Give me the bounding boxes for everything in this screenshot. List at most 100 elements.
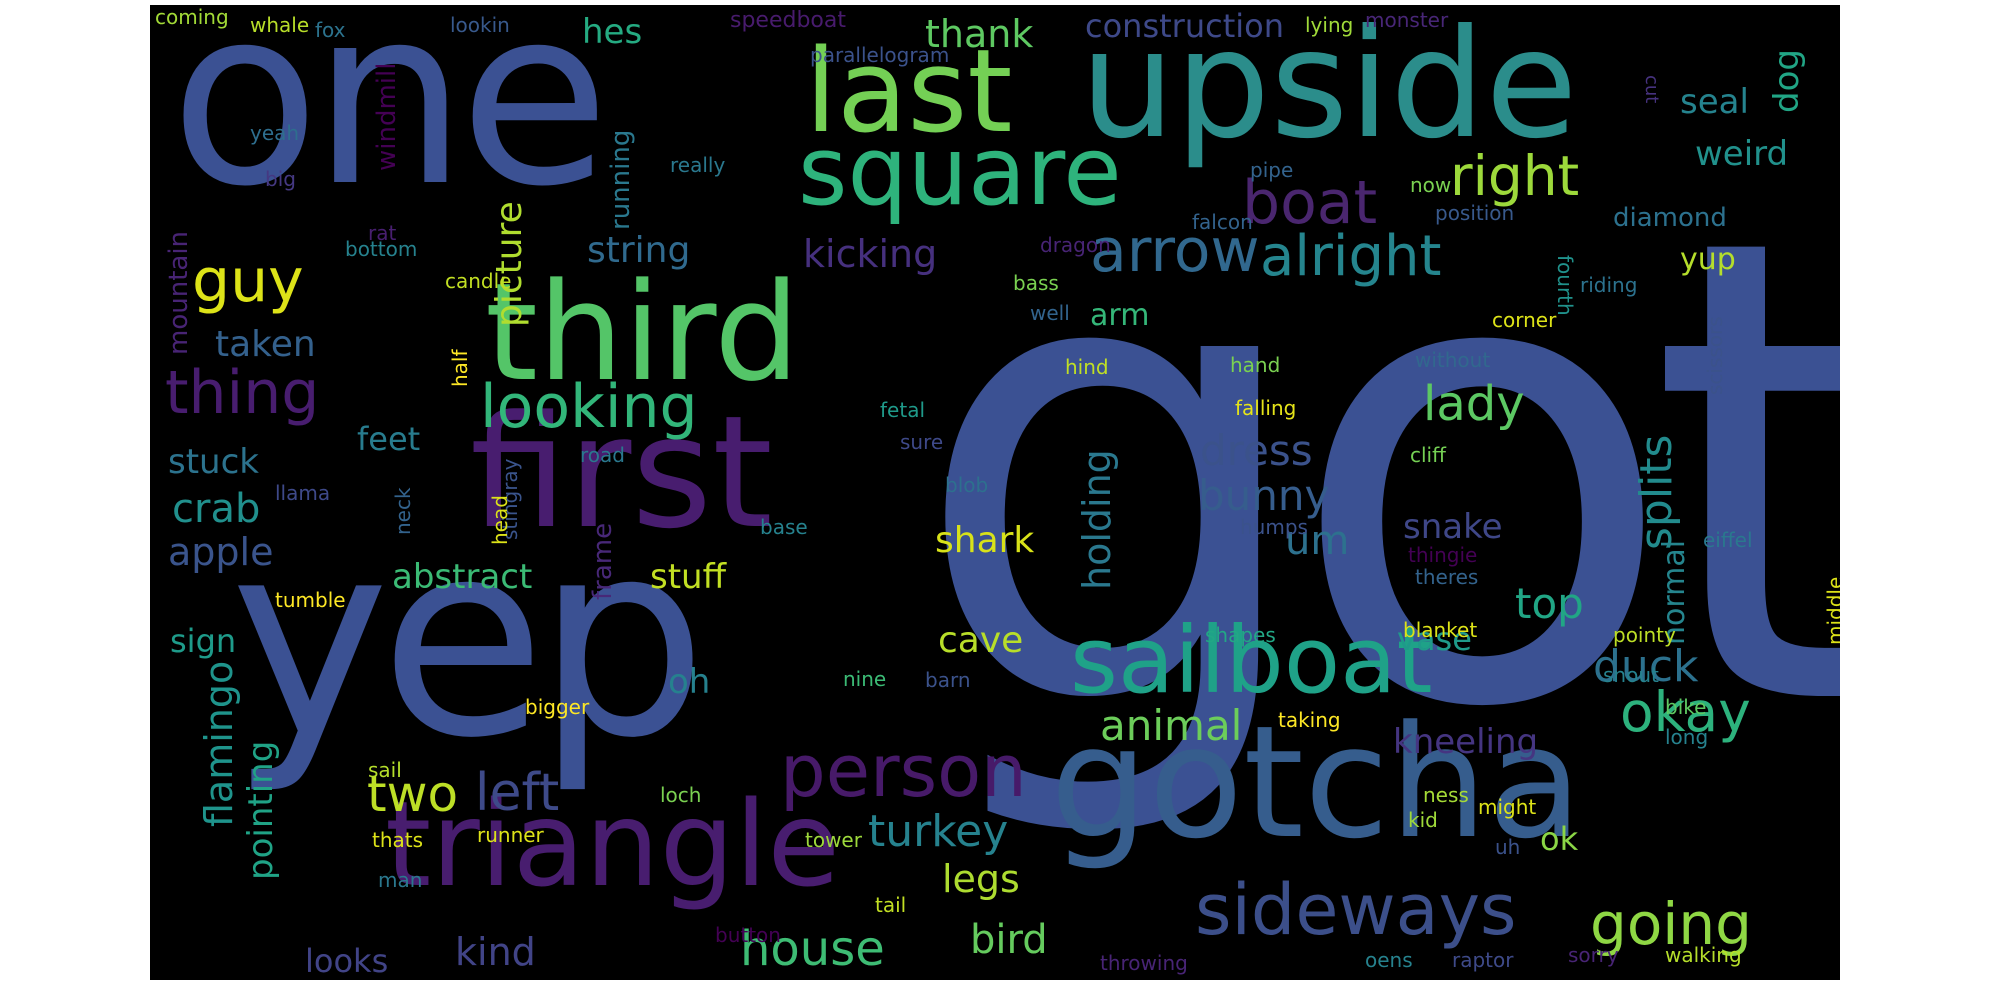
cloud-word: dragon <box>1040 233 1111 257</box>
cloud-word: lying <box>1305 13 1354 37</box>
cloud-word: thank <box>925 12 1034 56</box>
cloud-word: seal <box>1680 82 1749 122</box>
cloud-word: tail <box>875 893 907 917</box>
cloud-word: kicking <box>803 232 938 276</box>
cloud-word: two <box>367 765 459 823</box>
cloud-word: turkey <box>868 806 1009 857</box>
cloud-word: blanket <box>1403 618 1478 642</box>
cloud-word: house <box>740 921 885 977</box>
cloud-word: oh <box>668 662 711 702</box>
cloud-word: yep <box>230 482 707 797</box>
word-cloud: got one yep upside first third last squa… <box>150 5 1840 980</box>
cloud-word: snake <box>1403 507 1503 547</box>
cloud-word: stuff <box>650 557 727 597</box>
cloud-word: sorry <box>1568 943 1619 967</box>
cloud-word: top <box>1515 579 1584 628</box>
cloud-word: shark <box>935 520 1035 561</box>
cloud-word: taken <box>215 324 316 365</box>
cloud-word: tumble <box>275 588 346 612</box>
cloud-word: duck <box>1593 641 1699 692</box>
cloud-word: hand <box>1230 353 1281 377</box>
cloud-word: well <box>1030 301 1070 325</box>
cloud-word: hes <box>582 12 643 52</box>
cloud-word: sailboat <box>1070 607 1433 714</box>
cloud-word: ness <box>1423 783 1469 807</box>
cloud-word: string <box>587 230 691 271</box>
cloud-word: dog <box>1767 49 1807 113</box>
cloud-word: falling <box>1235 396 1297 420</box>
cloud-word: middle <box>1823 576 1840 645</box>
cloud-word: road <box>580 443 625 467</box>
cloud-word: throwing <box>1100 951 1188 975</box>
cloud-word: picture <box>489 201 530 327</box>
cloud-word: head <box>488 495 512 545</box>
cloud-word: guy <box>192 246 304 316</box>
cloud-word: cut <box>1641 75 1662 104</box>
cloud-word: shapes <box>1205 623 1276 647</box>
cloud-word: got <box>910 102 1840 847</box>
cloud-word: sign <box>170 622 237 660</box>
cloud-word: windmill <box>372 62 402 171</box>
cloud-word: feet <box>357 420 421 458</box>
cloud-word: one <box>170 5 610 240</box>
cloud-word: bass <box>1013 271 1059 295</box>
cloud-word: hind <box>1065 355 1109 379</box>
cloud-word: looks <box>305 942 389 980</box>
cloud-word: kid <box>1408 808 1438 832</box>
cloud-word: tower <box>805 828 862 852</box>
cloud-word: walking <box>1665 943 1742 967</box>
cloud-word: lookin <box>450 13 510 37</box>
cloud-word: abstract <box>392 557 533 597</box>
cloud-word: construction <box>1085 7 1284 45</box>
cloud-word: man <box>378 868 423 892</box>
cloud-word: snout <box>1603 663 1659 687</box>
cloud-word: without <box>1415 348 1491 372</box>
cloud-word: fox <box>315 18 346 42</box>
cloud-word: rat <box>368 221 397 245</box>
cloud-word: thingie <box>1408 543 1478 567</box>
cloud-word: alright <box>1260 224 1442 289</box>
cloud-word: eiffel <box>1703 528 1753 552</box>
cloud-word: humps <box>1240 515 1308 539</box>
cloud-word: um <box>1285 518 1350 564</box>
cloud-word: coming <box>155 5 229 29</box>
cloud-word: fetal <box>880 398 925 422</box>
cloud-word: running <box>606 129 636 230</box>
cloud-word: legs <box>942 857 1020 901</box>
cloud-word: runner <box>477 823 544 847</box>
cloud-word: triangle <box>385 775 840 913</box>
cloud-word: button <box>715 923 781 947</box>
cloud-word: holding <box>1075 449 1119 590</box>
cloud-word: arrow <box>1090 216 1260 286</box>
cloud-word: barn <box>925 668 971 692</box>
cloud-word: weird <box>1695 134 1789 174</box>
cloud-word: uh <box>1495 835 1521 859</box>
cloud-word: sure <box>900 430 944 454</box>
cloud-word: last <box>805 25 1013 159</box>
cloud-word: taking <box>1278 708 1341 732</box>
cloud-word: long <box>1665 725 1709 749</box>
cloud-word: cave <box>938 620 1024 661</box>
cloud-word: boat <box>1242 168 1378 238</box>
cloud-word: parallelogram <box>810 43 950 67</box>
cloud-word: dress <box>1200 426 1313 475</box>
cloud-word: right <box>1450 144 1580 208</box>
cloud-word: candle <box>445 269 512 293</box>
cloud-word: pointy <box>1613 623 1676 647</box>
cloud-word: kneeling <box>1393 722 1539 762</box>
cloud-word: now <box>1410 173 1452 197</box>
cloud-word: big <box>265 167 296 191</box>
cloud-word: lady <box>1423 376 1525 432</box>
cloud-word: crab <box>172 486 261 532</box>
cloud-word: arm <box>1090 298 1150 333</box>
cloud-word: cliff <box>1410 443 1446 467</box>
cloud-word: looking <box>480 372 698 442</box>
cloud-word: left <box>475 763 560 823</box>
cloud-word: might <box>1478 795 1537 819</box>
cloud-word: pipe <box>1250 158 1294 182</box>
cloud-word: upside <box>1080 5 1578 172</box>
cloud-word: loch <box>660 783 702 807</box>
cloud-word: raptor <box>1452 948 1514 972</box>
cloud-word: okay <box>1620 680 1751 744</box>
cloud-word: mountain <box>164 230 194 355</box>
